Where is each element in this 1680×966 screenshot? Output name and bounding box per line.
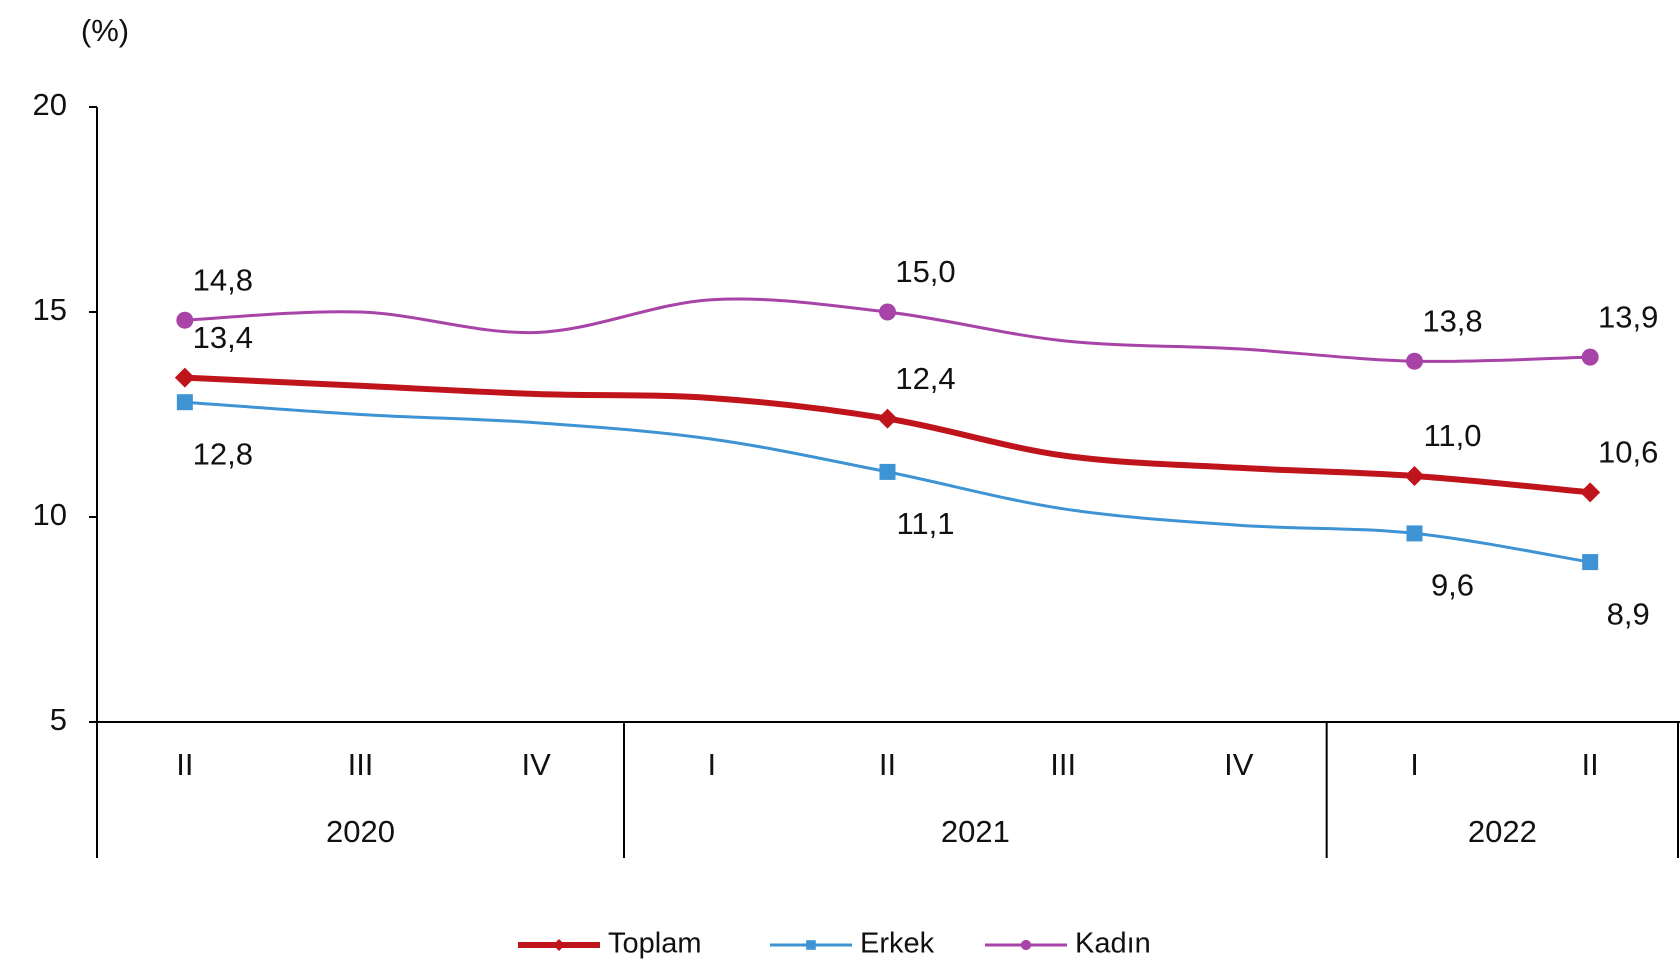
marker [1404, 466, 1425, 486]
data-label: 13,8 [1422, 303, 1482, 338]
marker [553, 939, 565, 951]
x-tick-label: I [1410, 747, 1419, 782]
marker [1580, 482, 1601, 503]
marker [1406, 525, 1423, 542]
group-label: 2022 [1468, 814, 1537, 849]
marker [877, 408, 898, 429]
y-tick-label: 20 [33, 87, 67, 122]
marker [1406, 352, 1423, 370]
legend-label: Toplam [608, 928, 702, 960]
y-tick-label: 15 [33, 292, 67, 327]
data-label: 11,1 [896, 506, 954, 541]
data-label: 9,6 [1431, 568, 1474, 603]
x-tick-label: IV [1224, 747, 1254, 782]
marker [174, 367, 195, 388]
marker [1581, 348, 1599, 366]
x-tick-label: I [708, 747, 717, 782]
marker [176, 394, 193, 411]
marker [879, 303, 896, 321]
data-label: 14,8 [193, 262, 253, 297]
marker [806, 940, 816, 950]
marker [1020, 939, 1032, 951]
legend-label: Erkek [860, 928, 935, 960]
y-axis-label: (%) [81, 13, 129, 48]
x-tick-label: III [1050, 747, 1076, 782]
x-tick-label: III [348, 747, 374, 782]
marker [176, 311, 194, 329]
data-label: 15,0 [895, 254, 955, 289]
x-tick-label: II [879, 747, 896, 782]
x-tick-label: II [176, 747, 193, 782]
group-label: 2020 [326, 814, 395, 849]
marker [1582, 554, 1599, 571]
data-label: 12,8 [193, 436, 253, 471]
data-label: 10,6 [1598, 435, 1658, 470]
x-tick-label: II [1582, 747, 1599, 782]
y-tick-label: 5 [50, 702, 67, 737]
data-label: 11,0 [1423, 418, 1481, 453]
data-label: 13,4 [193, 320, 253, 355]
marker [879, 463, 896, 480]
legend-label: Kadın [1075, 928, 1151, 960]
data-label: 12,4 [895, 361, 955, 396]
data-label: 13,9 [1598, 299, 1658, 334]
y-tick-label: 10 [33, 497, 67, 532]
data-label: 8,9 [1607, 596, 1650, 631]
x-tick-label: IV [522, 747, 552, 782]
group-label: 2021 [941, 814, 1010, 849]
